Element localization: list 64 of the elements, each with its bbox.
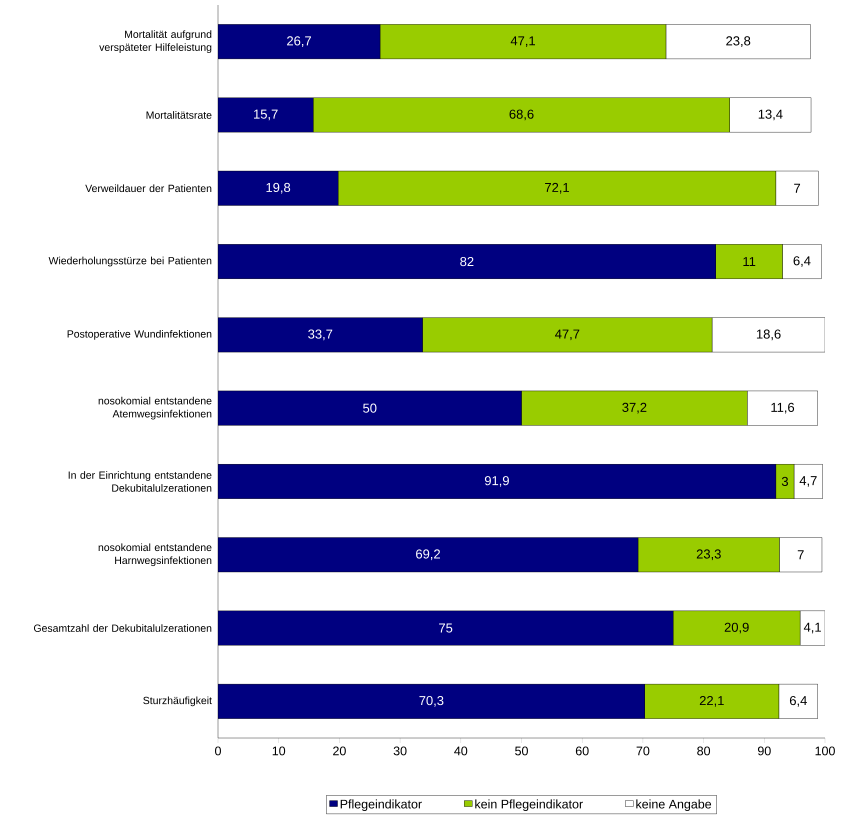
data-label: 68,6 [510, 110, 534, 120]
bar [218, 170, 338, 206]
x-tick-label: 80 [697, 746, 710, 756]
legend-label: Pflegeindikator [340, 799, 422, 811]
y-tick-label: Mortalität aufgrund verspäteter Hilfeleistung [99, 30, 212, 54]
x-tick-label: 50 [515, 746, 528, 756]
bar [218, 317, 423, 352]
bar [218, 610, 674, 646]
data-label: 3 [782, 476, 788, 486]
data-label: 15,7 [254, 110, 278, 120]
data-label: 22,1 [700, 696, 724, 707]
data-label: 47,7 [555, 330, 580, 340]
data-label: 70,3 [419, 696, 444, 707]
x-tick-label: 10 [272, 746, 286, 756]
bar [218, 684, 645, 719]
x-tick-label: 30 [394, 746, 407, 756]
data-label: 69,2 [416, 549, 440, 560]
bar [218, 390, 522, 426]
y-tick-label: Verweildauer der Patienten [85, 184, 212, 192]
data-label: 33,7 [308, 329, 332, 340]
legend-label: keine Angabe [636, 799, 712, 811]
y-tick-label: Postoperative Wundinfektionen [68, 330, 212, 340]
data-label: 6,4 [794, 256, 811, 267]
bar [218, 244, 716, 279]
legend-label: kein Pflegeindikator [475, 799, 583, 811]
bar [218, 24, 380, 60]
data-label: 23,3 [696, 549, 721, 560]
y-tick-label: nosokomial entstandene Atemwegsinfektionen [98, 396, 212, 420]
data-label: 82 [460, 256, 474, 266]
data-label: 37,2 [622, 402, 646, 414]
x-tick-label: 40 [454, 746, 468, 756]
y-tick-label: Gesamtzahl der Dekubitalulzerationen [34, 624, 212, 632]
data-label: 7 [794, 184, 800, 193]
data-label: 50 [363, 404, 376, 413]
data-label: 91,9 [484, 476, 509, 487]
data-label: 4,7 [800, 476, 817, 487]
bar [218, 98, 314, 132]
data-label: 11,6 [771, 402, 794, 414]
x-tick-label: 100 [816, 746, 835, 756]
data-label: 20,9 [724, 622, 749, 634]
x-tick-label: 70 [636, 746, 650, 756]
x-tick-label: 20 [333, 746, 346, 756]
y-tick-label: Mortalitätsrate [146, 111, 212, 119]
x-tick-label: 60 [576, 746, 589, 756]
data-label: 75 [439, 624, 452, 633]
y-tick-label: nosokomial entstandene Harnwegsinfektionen [98, 543, 212, 566]
data-label: 26,7 [287, 36, 311, 47]
y-tick-label: Wiederholungsstürze bei Patienten [48, 256, 212, 266]
y-tick-label: Sturzhäufigkeit [143, 696, 212, 706]
bar [218, 537, 638, 572]
data-label: 72,1 [545, 182, 569, 194]
data-label: 47,1 [510, 36, 535, 47]
x-tick-label: 90 [758, 746, 771, 756]
data-label: 4,1 [804, 622, 821, 634]
data-label: 11 [743, 257, 756, 266]
data-label: 13,4 [758, 110, 783, 120]
x-tick-label: 0 [215, 746, 221, 756]
data-label: 6,4 [790, 696, 807, 707]
data-label: 7 [798, 550, 804, 560]
data-label: 19,8 [266, 182, 290, 194]
data-label: 23,8 [726, 36, 750, 47]
data-label: 18,6 [756, 329, 781, 340]
y-tick-label: In der Einrichtung entstandene Dekubitalulzerationen [68, 471, 212, 492]
bar [218, 464, 776, 499]
